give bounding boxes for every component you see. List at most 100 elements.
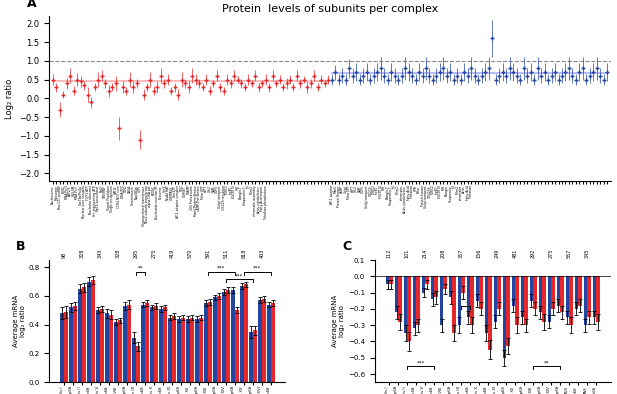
- Bar: [141, 305, 145, 382]
- Text: 345: 345: [585, 248, 590, 258]
- Bar: [515, 276, 519, 325]
- Text: 328: 328: [80, 248, 85, 258]
- Bar: [195, 319, 199, 382]
- Text: ***: ***: [235, 273, 244, 278]
- Bar: [497, 276, 501, 309]
- Bar: [240, 286, 244, 382]
- Text: 156: 156: [477, 248, 482, 258]
- Y-axis label: Log₂ ratio: Log₂ ratio: [5, 78, 14, 119]
- Text: **: **: [138, 266, 143, 271]
- Text: B: B: [16, 240, 26, 253]
- Bar: [542, 276, 546, 322]
- Bar: [244, 284, 247, 382]
- Bar: [466, 276, 470, 317]
- Text: **: **: [544, 360, 550, 365]
- Bar: [587, 276, 591, 317]
- Bar: [494, 276, 497, 322]
- Bar: [539, 276, 542, 312]
- Bar: [529, 276, 533, 301]
- Bar: [132, 338, 136, 382]
- Bar: [413, 276, 416, 329]
- Bar: [60, 313, 64, 382]
- Bar: [267, 305, 271, 382]
- Bar: [389, 276, 393, 284]
- Bar: [114, 322, 118, 382]
- Text: 275: 275: [549, 248, 554, 258]
- Bar: [87, 282, 91, 382]
- Bar: [507, 276, 510, 346]
- Text: 357: 357: [459, 248, 464, 258]
- Text: 295: 295: [133, 248, 138, 258]
- Bar: [386, 276, 389, 284]
- Bar: [521, 276, 524, 317]
- Text: ***: ***: [253, 266, 262, 271]
- Bar: [547, 276, 552, 322]
- Bar: [208, 302, 212, 382]
- Bar: [213, 297, 217, 382]
- Text: ***: ***: [416, 360, 425, 365]
- Bar: [181, 318, 184, 382]
- Bar: [395, 276, 399, 312]
- Bar: [557, 276, 560, 306]
- Bar: [109, 315, 113, 382]
- Bar: [100, 309, 104, 382]
- Bar: [190, 318, 194, 382]
- Bar: [440, 276, 444, 325]
- Text: 570: 570: [188, 248, 193, 258]
- Bar: [444, 276, 447, 289]
- Bar: [127, 305, 131, 382]
- Bar: [462, 276, 465, 293]
- Bar: [511, 276, 515, 306]
- Bar: [172, 316, 176, 382]
- Bar: [105, 313, 109, 382]
- Bar: [123, 306, 127, 382]
- Text: 214: 214: [423, 248, 428, 258]
- Bar: [199, 318, 202, 382]
- Text: 292: 292: [531, 248, 536, 258]
- Y-axis label: Average mRNA
log₂ ratio: Average mRNA log₂ ratio: [333, 295, 346, 347]
- Bar: [449, 276, 452, 297]
- Bar: [258, 300, 262, 382]
- Bar: [226, 290, 230, 382]
- Bar: [479, 276, 483, 309]
- Text: 101: 101: [405, 248, 410, 258]
- Bar: [434, 276, 438, 297]
- Bar: [96, 310, 100, 382]
- Bar: [503, 276, 507, 358]
- Bar: [533, 276, 537, 309]
- Bar: [253, 331, 257, 382]
- Title: Protein  levels of subunits per complex: Protein levels of subunits per complex: [222, 4, 438, 14]
- Bar: [145, 303, 149, 382]
- Text: 112: 112: [387, 248, 392, 258]
- Bar: [78, 289, 82, 382]
- Text: 591: 591: [205, 248, 210, 258]
- Bar: [584, 276, 587, 325]
- Bar: [560, 276, 564, 312]
- Text: 818: 818: [241, 248, 246, 258]
- Bar: [470, 276, 474, 325]
- Bar: [569, 276, 573, 325]
- Bar: [177, 319, 181, 382]
- Text: 557: 557: [567, 248, 572, 258]
- Y-axis label: Average mRNA
log₂ ratio: Average mRNA log₂ ratio: [12, 295, 26, 347]
- Bar: [69, 307, 73, 382]
- Text: 249: 249: [495, 248, 500, 258]
- Bar: [262, 299, 265, 382]
- Bar: [235, 310, 239, 382]
- Bar: [82, 287, 86, 382]
- Bar: [566, 276, 569, 317]
- Bar: [204, 303, 208, 382]
- Text: 419: 419: [169, 248, 175, 258]
- Bar: [484, 276, 489, 333]
- Text: 275: 275: [151, 248, 156, 258]
- Bar: [168, 318, 172, 382]
- Text: 98: 98: [61, 251, 67, 258]
- Text: ***: ***: [217, 266, 225, 271]
- Bar: [431, 276, 434, 299]
- Text: 343: 343: [97, 248, 102, 258]
- Bar: [222, 292, 226, 382]
- Bar: [118, 320, 122, 382]
- Text: C: C: [342, 240, 351, 253]
- Text: 208: 208: [441, 248, 446, 258]
- Bar: [524, 276, 528, 325]
